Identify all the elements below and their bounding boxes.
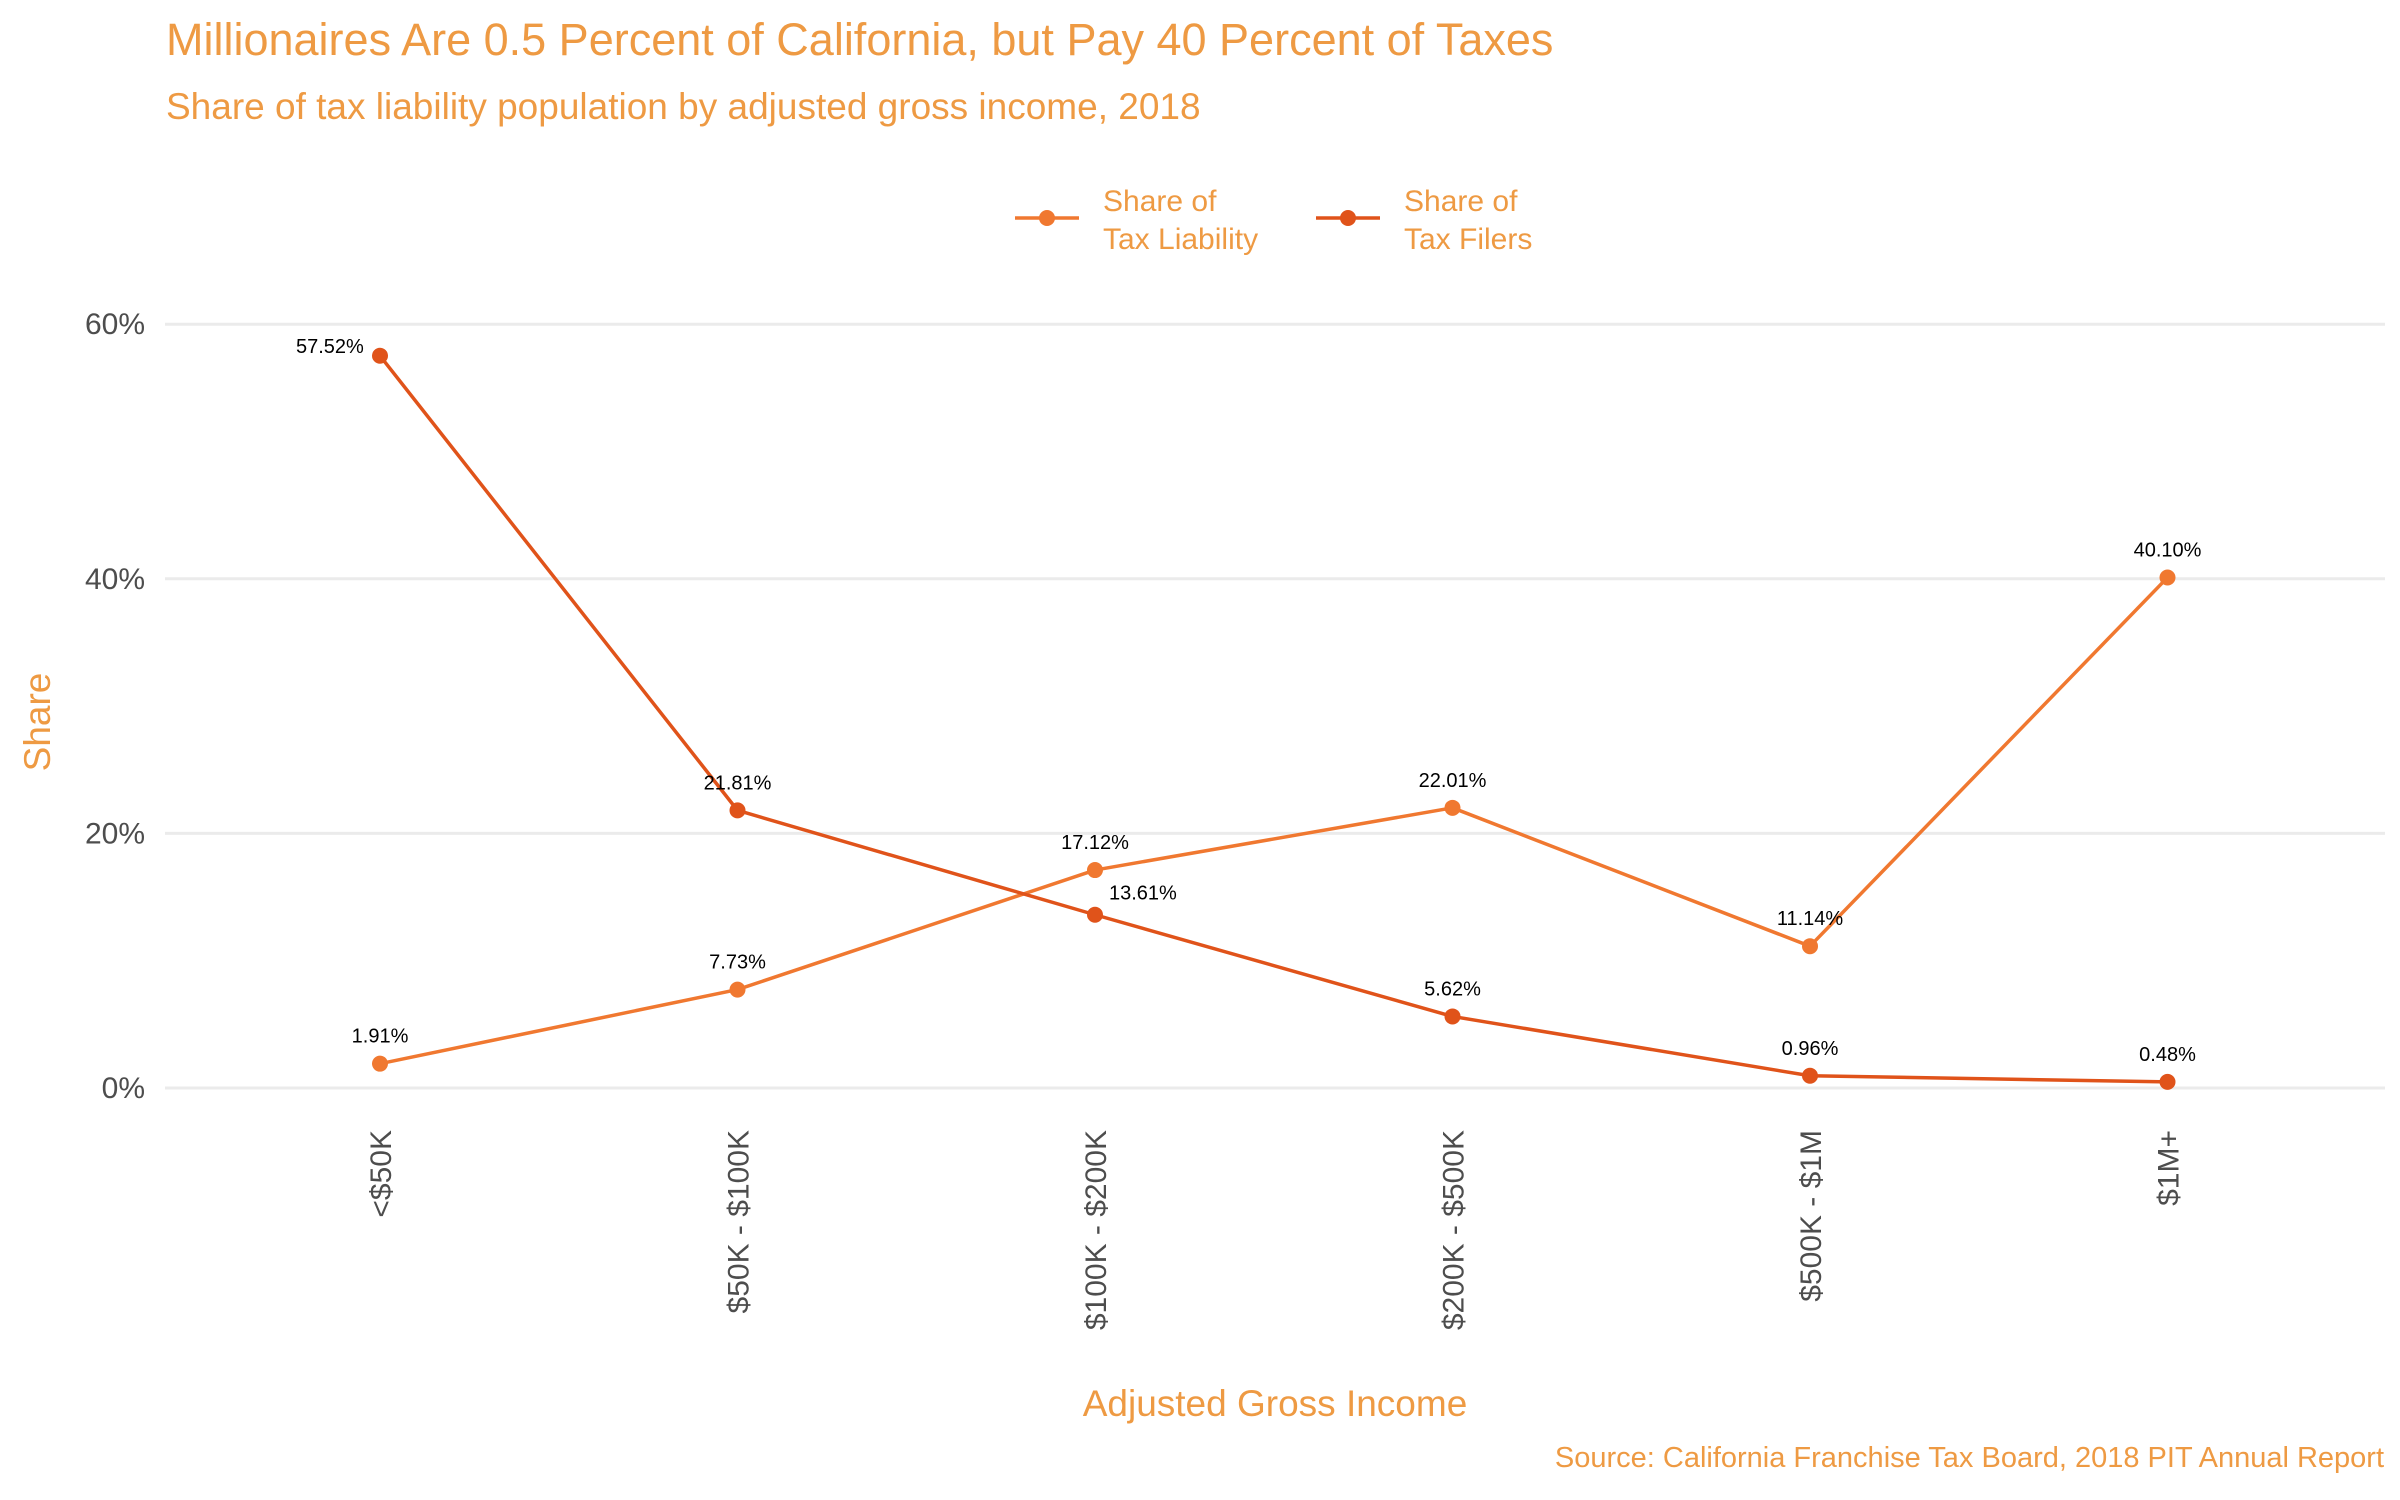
legend-label-filers: Share of	[1404, 185, 1518, 218]
y-tick-label: 20%	[85, 817, 145, 850]
x-axis-ticks: <$50K $50K - $100K $100K - $200K $200K - $5…	[365, 1130, 2186, 1330]
data-label-liability: 1.91%	[352, 1026, 409, 1048]
data-label-filers: 21.81%	[704, 772, 772, 794]
x-tick-label: <$50K	[365, 1130, 398, 1218]
data-point-liability	[1444, 799, 1461, 816]
y-axis-title: Share	[17, 673, 58, 772]
legend-label-liability: Share of	[1103, 185, 1217, 218]
legend-label-liability: Tax Liability	[1103, 223, 1258, 256]
x-tick-label: $100K - $200K	[1080, 1130, 1113, 1330]
data-point-filers	[2159, 1073, 2176, 1090]
data-label-filers: 0.96%	[1782, 1038, 1839, 1060]
data-point-liability	[1087, 862, 1103, 879]
data-label-filers: 57.52%	[296, 336, 364, 358]
x-tick-label: $1M+	[2153, 1130, 2186, 1206]
data-point-filers	[1802, 1067, 1818, 1084]
series-lines	[372, 347, 2176, 1090]
y-tick-label: 60%	[85, 308, 145, 341]
data-label-filers: 5.62%	[1424, 978, 1481, 1000]
legend-key-point	[1340, 210, 1356, 226]
legend-label-filers: Tax Filers	[1404, 223, 1532, 256]
legend-key-point	[1039, 210, 1055, 226]
data-label-liability: 40.10%	[2134, 540, 2202, 562]
data-label-filers: 13.61%	[1109, 883, 1177, 905]
chart-subtitle: Share of tax liability population by adj…	[166, 86, 1201, 127]
data-labels: 1.91% 7.73% 17.12% 22.01% 11.14% 40.10% 57.52%…	[296, 336, 2202, 1066]
series-line-liability	[379, 576, 2169, 1066]
y-tick-label: 40%	[85, 563, 145, 596]
x-tick-label: $50K - $100K	[723, 1130, 756, 1313]
data-point-filers	[729, 802, 746, 819]
chart-source-caption: Source: California Franchise Tax Board, …	[1554, 1442, 2384, 1474]
grid-lines	[165, 322, 2385, 1090]
data-point-filers	[372, 347, 388, 364]
data-point-filers	[1087, 906, 1103, 923]
legend: Share of Tax Liability Share of Tax Filers	[1015, 185, 1532, 256]
data-point-liability	[2159, 569, 2176, 586]
data-label-liability: 22.01%	[1419, 770, 1487, 792]
data-label-liability: 11.14%	[1777, 908, 1844, 930]
series-line-filers	[378, 354, 2168, 1084]
data-label-filers: 0.48%	[2139, 1044, 2196, 1066]
y-axis-ticks: 0% 20% 40% 60%	[85, 308, 145, 1105]
data-point-liability	[372, 1055, 388, 1072]
data-point-liability	[729, 981, 746, 998]
data-point-filers	[1444, 1008, 1461, 1025]
x-tick-label: $200K - $500K	[1438, 1130, 1471, 1330]
x-tick-label: $500K - $1M	[1795, 1130, 1828, 1302]
x-axis-title: Adjusted Gross Income	[1083, 1383, 1468, 1424]
chart-title: Millionaires Are 0.5 Percent of Californ…	[166, 14, 1554, 65]
data-point-liability	[1802, 938, 1818, 955]
data-label-liability: 17.12%	[1061, 832, 1129, 854]
data-label-liability: 7.73%	[709, 952, 766, 974]
y-tick-label: 0%	[102, 1072, 145, 1105]
